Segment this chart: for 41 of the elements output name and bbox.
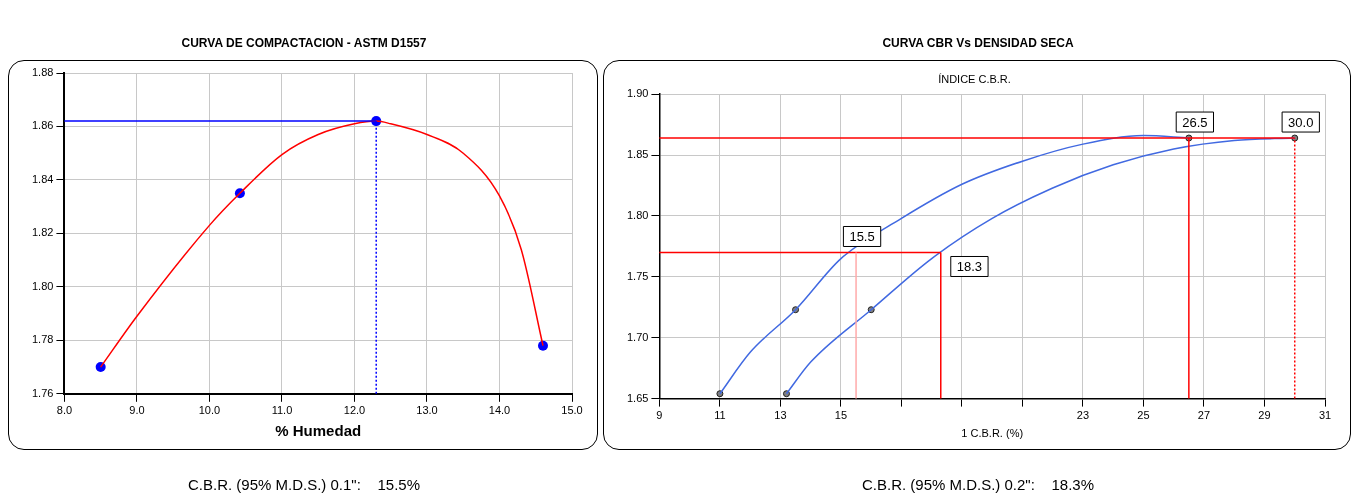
- x-tick-label: 13.0: [416, 404, 438, 417]
- x-tick-label: 9.0: [129, 404, 145, 417]
- x-axis-title: % Humedad: [275, 422, 362, 440]
- annotation: 26.5: [1182, 114, 1208, 130]
- x-tick-label: 27: [1197, 409, 1211, 422]
- x-axis-title: 1 C.B.R. (%): [961, 427, 1024, 440]
- y-tick-label: 1.86: [31, 119, 54, 132]
- x-tick-label: 14.0: [488, 404, 511, 417]
- x-tick-label: 11: [714, 409, 726, 422]
- text: C.B.R. (95% M.D.S.) 0.2": 18.3%: [860, 476, 1096, 493]
- y-tick-label: 1.65: [626, 391, 649, 404]
- chart-title: CURVA CBR Vs DENSIDAD SECA: [881, 36, 1075, 50]
- y-tick-label: 1.82: [31, 226, 54, 239]
- y-tick-label: 1.70: [626, 330, 649, 343]
- annotation: 30.0: [1288, 114, 1314, 130]
- y-tick-label: 1.76: [31, 386, 54, 399]
- annotation: 15.5: [849, 229, 875, 245]
- annotation: 18.3: [956, 259, 983, 275]
- y-tick-label: 1.88: [31, 66, 54, 79]
- x-tick-label: 25: [1137, 409, 1150, 422]
- y-tick-label: 1.80: [626, 208, 649, 221]
- x-tick-label: 31: [1318, 409, 1332, 422]
- y-tick-label: 1.78: [31, 333, 54, 346]
- y-tick-label: 1.75: [626, 269, 649, 282]
- chart-title: CURVA DE COMPACTACION - ASTM D1557: [180, 36, 428, 50]
- x-tick-label: 12.0: [343, 404, 366, 417]
- x-tick-label: 9: [656, 409, 663, 422]
- x-tick-label: 15.0: [561, 404, 583, 417]
- x-tick-label: 11.0: [271, 404, 293, 417]
- y-tick-label: 1.80: [31, 279, 54, 292]
- x-tick-label: 15: [834, 409, 848, 422]
- x-tick-label: 10.0: [198, 404, 221, 417]
- x-tick-label: 29: [1258, 409, 1271, 422]
- x-tick-label: 8.0: [56, 404, 73, 417]
- y-tick-label: 1.90: [626, 87, 649, 100]
- x-tick-label: 13: [774, 409, 787, 422]
- text: C.B.R. (95% M.D.S.) 0.1": 15.5%: [186, 476, 422, 493]
- chart-subtitle: ÍNDICE C.B.R.: [938, 72, 1011, 85]
- y-tick-label: 1.85: [626, 148, 649, 161]
- y-tick-label: 1.84: [31, 172, 54, 185]
- x-tick-label: 23: [1076, 409, 1090, 422]
